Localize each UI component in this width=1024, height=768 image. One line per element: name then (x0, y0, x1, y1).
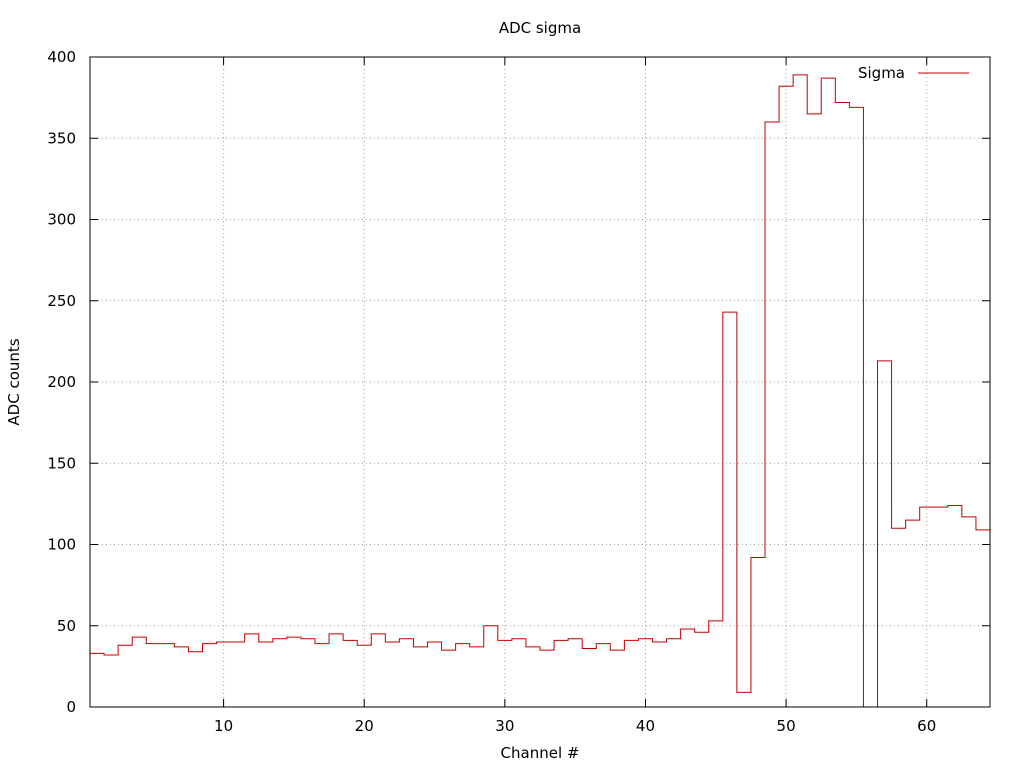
x-tick-label: 10 (214, 717, 233, 735)
x-tick-label: 30 (495, 717, 514, 735)
y-tick-label: 150 (47, 454, 76, 472)
legend: Sigma (858, 64, 969, 82)
y-tick-label: 350 (47, 129, 76, 147)
y-tick-label: 0 (66, 698, 76, 716)
y-tick-label: 200 (47, 373, 76, 391)
legend-label-sigma: Sigma (858, 64, 905, 82)
y-tick-label: 50 (57, 617, 76, 635)
x-tick-label: 50 (777, 717, 796, 735)
chart-title: ADC sigma (499, 19, 581, 37)
y-axis-tick-labels: 0 50 100 150 200 250 300 350 400 (47, 48, 76, 716)
series-sigma-line (90, 74, 990, 708)
x-axis-tick-labels: 10 20 30 40 50 60 (214, 717, 936, 735)
y-tick-label: 300 (47, 211, 76, 229)
axis-ticks (90, 56, 990, 708)
y-tick-label: 100 (47, 536, 76, 554)
y-tick-label: 400 (47, 48, 76, 66)
x-axis-label: Channel # (501, 744, 580, 762)
x-tick-label: 40 (636, 717, 655, 735)
y-tick-label: 250 (47, 292, 76, 310)
y-axis-label: ADC counts (5, 338, 23, 425)
x-tick-label: 20 (355, 717, 374, 735)
grid-lines (90, 57, 990, 707)
x-tick-label: 60 (917, 717, 936, 735)
